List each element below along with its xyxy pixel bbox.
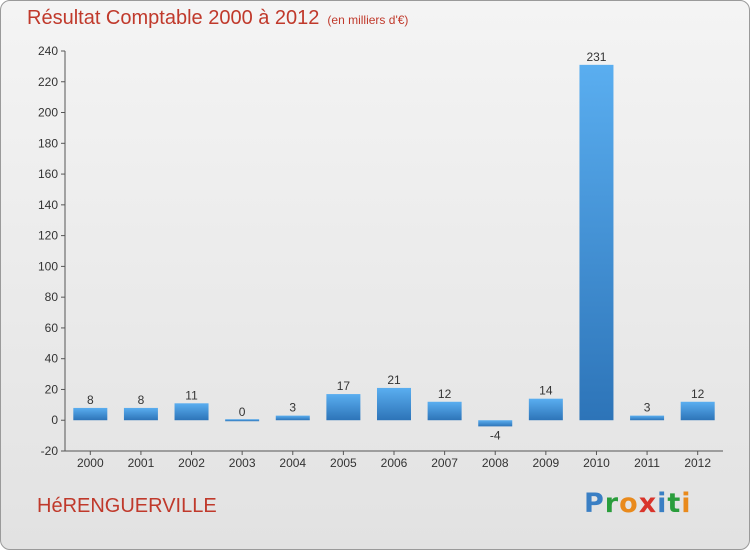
bar <box>326 394 361 421</box>
data-label: 0 <box>239 405 246 419</box>
bar <box>73 407 108 421</box>
logo-letter: t <box>667 488 682 519</box>
logo-letter: i <box>681 488 692 519</box>
data-label: 12 <box>691 387 705 401</box>
bar <box>275 415 310 421</box>
bar <box>377 387 411 421</box>
data-label: 8 <box>87 393 94 407</box>
x-tick-label: 2008 <box>482 456 509 470</box>
data-label: 21 <box>387 373 401 387</box>
x-tick-label: 2003 <box>229 456 256 470</box>
x-tick-label: 2006 <box>381 456 408 470</box>
x-tick-label: 2005 <box>330 456 357 470</box>
x-tick-label: 2011 <box>634 456 660 470</box>
y-tick-label: -20 <box>41 444 59 458</box>
proxiti-logo[interactable]: Proxiti <box>584 488 692 519</box>
bar <box>427 401 462 421</box>
y-tick-label: 0 <box>51 413 58 427</box>
bar <box>123 407 158 421</box>
bar <box>478 420 513 427</box>
y-tick-label: 140 <box>38 198 58 212</box>
y-tick-label: 220 <box>38 75 58 89</box>
data-label: 3 <box>289 401 296 415</box>
x-tick-label: 2004 <box>279 456 306 470</box>
chart-title: Résultat Comptable 2000 à 2012 (en millie… <box>27 7 408 30</box>
y-tick-label: 60 <box>45 321 59 335</box>
y-tick-label: 240 <box>38 44 58 58</box>
y-tick-label: 180 <box>38 136 58 150</box>
logo-letter: i <box>657 488 668 519</box>
y-tick-label: 80 <box>45 290 59 304</box>
data-label: 11 <box>185 388 198 402</box>
chart-title-text: Résultat Comptable 2000 à 2012 <box>27 7 320 29</box>
x-tick-label: 2007 <box>431 456 458 470</box>
x-tick-label: 2001 <box>128 456 155 470</box>
y-tick-label: 120 <box>38 229 58 243</box>
bar <box>630 415 665 421</box>
data-label: 231 <box>586 50 606 64</box>
data-label: 17 <box>337 379 351 393</box>
bar <box>579 64 614 421</box>
logo-letter: o <box>619 488 639 519</box>
bar <box>225 419 260 422</box>
x-tick-label: 2009 <box>532 456 559 470</box>
y-tick-label: 160 <box>38 167 58 181</box>
logo-letter: r <box>604 488 620 519</box>
data-label: 12 <box>438 387 452 401</box>
bar <box>174 403 209 421</box>
chart-subtitle: (en milliers d'€) <box>327 13 409 27</box>
data-label: -4 <box>490 428 501 442</box>
x-tick-label: 2012 <box>684 456 711 470</box>
data-label: 14 <box>539 384 553 398</box>
data-label: 8 <box>138 393 145 407</box>
y-tick-label: 40 <box>45 352 59 366</box>
x-tick-label: 2010 <box>583 456 610 470</box>
y-tick-label: 100 <box>38 259 58 273</box>
bar <box>680 401 715 421</box>
y-tick-label: 200 <box>38 106 58 120</box>
data-label: 3 <box>644 401 651 415</box>
y-tick-label: 20 <box>45 382 59 396</box>
commune-name: HéRENGUERVILLE <box>37 495 217 517</box>
x-tick-label: 2002 <box>178 456 205 470</box>
logo-letter: x <box>638 488 658 519</box>
bar <box>528 398 563 421</box>
logo-letter: P <box>584 488 605 519</box>
x-tick-label: 2000 <box>77 456 104 470</box>
